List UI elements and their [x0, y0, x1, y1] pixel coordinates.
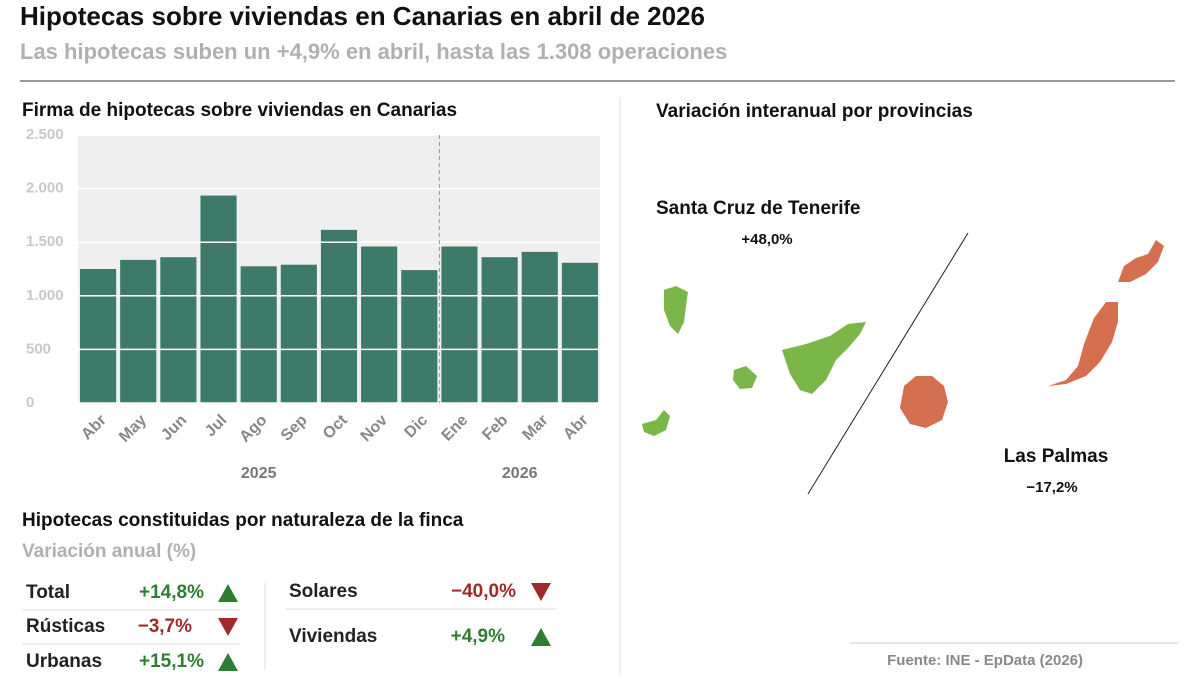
x-tick-label: Abr [78, 412, 110, 444]
bar [521, 251, 558, 403]
y-tick-label: 1.000 [26, 287, 64, 304]
map-title: Variación interanual por provincias [656, 101, 973, 122]
row-value: −40,0% [451, 581, 516, 602]
map: Santa Cruz de Tenerife +48,0% Las Palmas… [642, 198, 1164, 496]
x-tick-label: Ago [236, 412, 270, 446]
group-label: 2026 [502, 465, 538, 482]
row-label: Rústicas [26, 616, 105, 637]
source: Fuente: INE - EpData (2026) [887, 652, 1083, 669]
island-gran-canaria [900, 376, 948, 428]
row-label: Urbanas [26, 651, 102, 672]
y-tick-label: 500 [26, 340, 51, 357]
arrow-down [531, 583, 551, 601]
bar [441, 246, 478, 403]
x-tick-label: Feb [479, 412, 511, 444]
chart-title: Firma de hipotecas sobre viviendas en Ca… [22, 100, 457, 121]
x-tick-label: Mar [519, 412, 551, 444]
title: Hipotecas sobre viviendas en Canarias en… [20, 1, 705, 31]
province-name: Las Palmas [1004, 446, 1109, 467]
arrow-up [531, 628, 551, 646]
x-tick-label: Oct [320, 411, 351, 442]
island-el-hierro [642, 410, 670, 436]
row-value: +14,8% [139, 582, 204, 603]
table: Total +14,8% Rústicas −3,7% Urbanas +15,1% Sol… [22, 581, 557, 672]
bar [361, 246, 398, 403]
group-label: 2025 [241, 465, 277, 482]
province-value: +48,0% [741, 231, 792, 248]
arrow-down [218, 618, 238, 636]
x-tick-label: Sep [278, 412, 311, 445]
bar [561, 262, 598, 403]
x-tick-label: Ene [439, 412, 472, 445]
bar [80, 269, 117, 403]
bar [280, 264, 317, 403]
table-title: Hipotecas constituidas por naturaleza de… [22, 510, 464, 531]
x-tick-label: Abr [560, 412, 592, 444]
row-value: +15,1% [139, 651, 204, 672]
bar [120, 259, 157, 403]
island-lanzarote [1118, 240, 1164, 282]
bar [320, 229, 358, 403]
island-tenerife [782, 322, 866, 394]
subtitle: Las hipotecas suben un +4,9% en abril, h… [20, 39, 727, 64]
bar [160, 257, 197, 403]
arrow-up [218, 653, 238, 671]
row-value: −3,7% [138, 616, 193, 637]
bar [481, 257, 518, 403]
island-la-gomera [733, 366, 757, 389]
x-tick-label: Jun [158, 412, 190, 444]
row-value: +4,9% [451, 626, 506, 647]
y-tick-label: 2.000 [26, 180, 64, 197]
bar [240, 266, 277, 403]
bar [200, 195, 237, 403]
island-fuerteventura [1048, 302, 1118, 386]
x-tick-label: Dic [401, 412, 431, 442]
y-tick-label: 1.500 [26, 233, 64, 250]
province-name: Santa Cruz de Tenerife [656, 198, 860, 219]
table-subtitle: Variación anual (%) [22, 541, 196, 562]
island-la-palma [664, 286, 688, 334]
x-tick-label: May [116, 412, 150, 446]
x-tick-label: Nov [358, 412, 391, 445]
arrow-up [218, 584, 238, 602]
y-tick-label: 2.500 [26, 126, 64, 143]
row-label: Viviendas [289, 626, 377, 647]
row-label: Total [26, 582, 70, 603]
bar [401, 270, 438, 403]
x-tick-label: Jul [202, 412, 230, 440]
province-divider [807, 232, 969, 495]
province-value: −17,2% [1026, 479, 1077, 496]
y-tick-label: 0 [26, 394, 34, 411]
row-label: Solares [289, 581, 358, 602]
